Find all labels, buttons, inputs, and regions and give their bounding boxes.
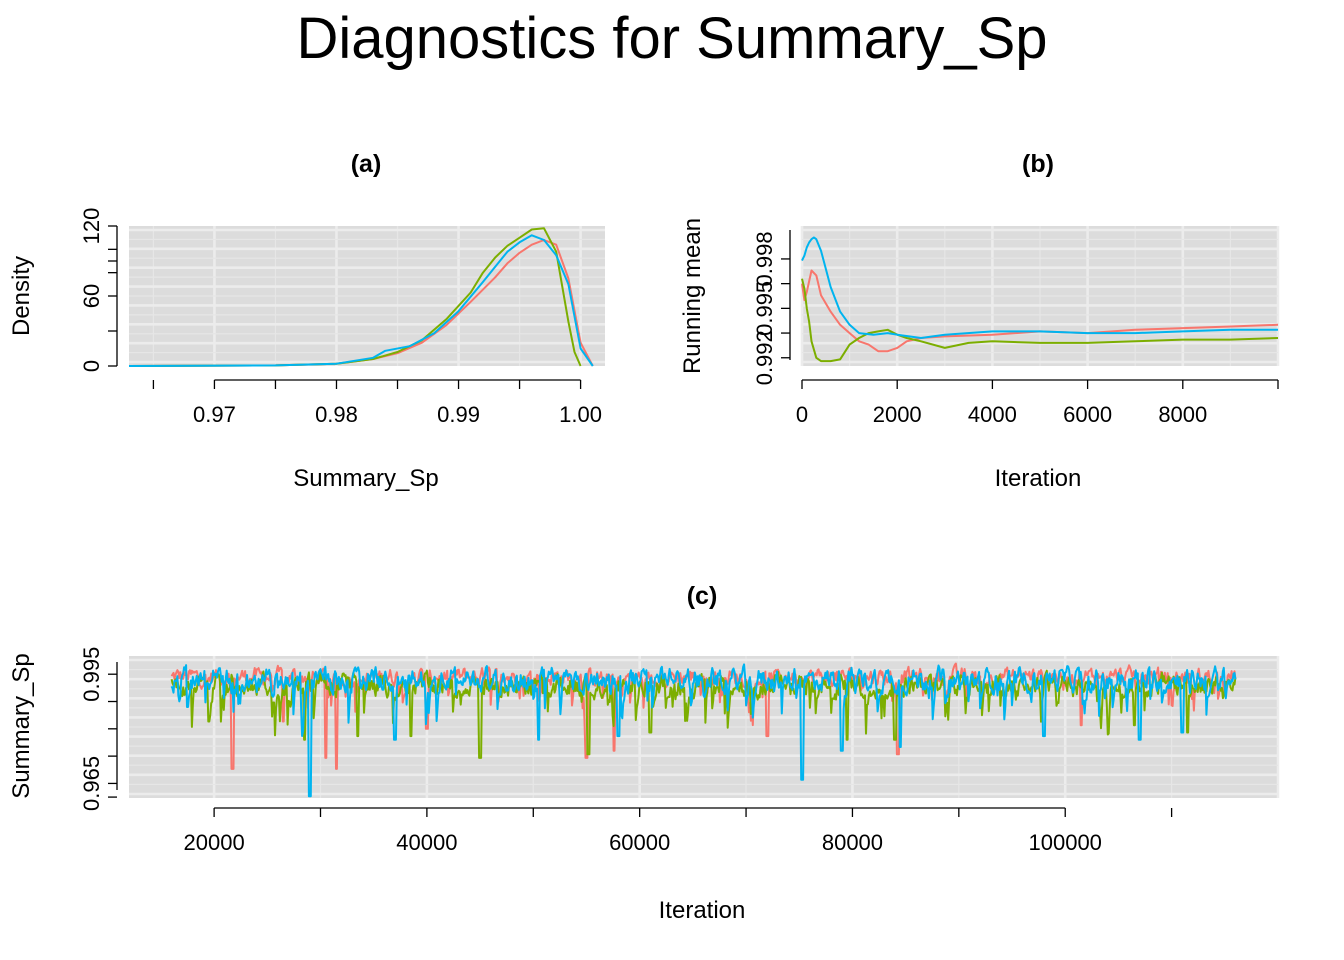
panel-c-ylabel: Summary_Sp: [8, 653, 35, 798]
y-tick-label: 0.995: [752, 281, 777, 336]
y-tick-label: 0: [79, 360, 104, 372]
panel-c-axes: 20000 40000 60000 80000 100000 0.965 0.995: [79, 647, 1173, 855]
x-tick-label: 0.99: [437, 402, 480, 427]
panel-a-xlabel: Summary_Sp: [293, 465, 438, 492]
y-tick-label: 60: [79, 284, 104, 308]
x-tick-label: 1.00: [559, 402, 602, 427]
panel-a-axes: 0.97 0.98 0.99 1.00 0 60 120: [79, 208, 602, 427]
series-line-chain-2: [801, 278, 1279, 363]
panel-b-title: (b): [1022, 150, 1054, 178]
y-tick-label: 120: [79, 208, 104, 245]
y-tick-label: 0.992: [752, 330, 777, 385]
panel-c-title: (c): [687, 582, 718, 610]
x-tick-label: 100000: [1029, 830, 1102, 855]
panel-a-title: (a): [351, 150, 382, 178]
panel-a-series: [128, 227, 594, 367]
panel-c-xlabel: Iteration: [659, 897, 746, 924]
figure-title: Diagnostics for Summary_Sp: [296, 6, 1047, 71]
series-line-chain-3: [801, 236, 1278, 339]
x-tick-label: 8000: [1158, 402, 1207, 427]
x-tick-label: 6000: [1063, 402, 1112, 427]
x-tick-label: 40000: [396, 830, 457, 855]
series-line-chain-3: [128, 234, 594, 367]
panel-c-series: [170, 662, 1237, 798]
panel-a-ylabel: Density: [8, 256, 35, 336]
x-tick-label: 0.98: [315, 402, 358, 427]
panel-c-trace: (c) 20000 40000 60000 80000 100000 0.965 0.995…: [8, 582, 1280, 924]
x-tick-label: 2000: [873, 402, 922, 427]
y-tick-label: 0.995: [79, 647, 104, 702]
x-tick-label: 0.97: [193, 402, 236, 427]
y-tick-label: 0.998: [752, 231, 777, 286]
series-line-chain-3: [170, 663, 1237, 798]
panel-b-xlabel: Iteration: [995, 465, 1082, 492]
panel-b-ylabel: Running mean: [679, 218, 706, 374]
x-tick-label: 80000: [822, 830, 883, 855]
y-tick-label: 0.965: [79, 756, 104, 811]
x-tick-label: 4000: [968, 402, 1017, 427]
panel-b-series: [801, 236, 1279, 363]
x-tick-label: 0: [796, 402, 808, 427]
panel-a-density: (a) 0.97 0.98 0.99 1.00 0 60 120 Summary_Sp De…: [8, 150, 605, 492]
x-tick-label: 20000: [184, 830, 245, 855]
x-tick-label: 60000: [609, 830, 670, 855]
